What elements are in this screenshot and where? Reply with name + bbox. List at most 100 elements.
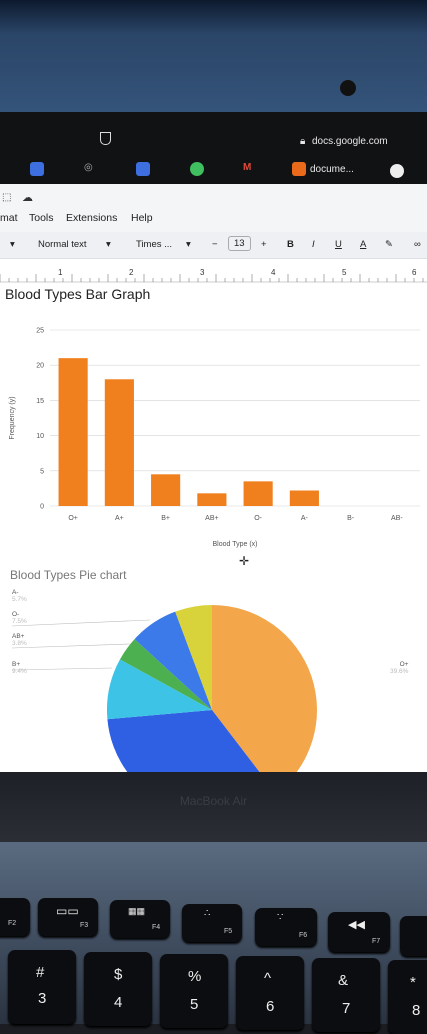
- f6-key[interactable]: ∵ F6: [255, 908, 317, 946]
- key-6[interactable]: ^ 6: [236, 956, 304, 1030]
- pie-label-pct: 5.7%: [12, 596, 27, 603]
- font-size-input[interactable]: 13: [228, 236, 251, 251]
- key-7[interactable]: & 7: [312, 958, 380, 1032]
- text-color-button[interactable]: A: [360, 239, 367, 250]
- bar-graph-heading[interactable]: Blood Types Bar Graph: [5, 286, 151, 302]
- key-8[interactable]: * 8: [388, 960, 427, 1034]
- laptop-bezel-bottom: [0, 772, 427, 842]
- zoom-dropdown-caret[interactable]: ▾: [10, 239, 15, 250]
- font-size-decrease-button[interactable]: −: [212, 239, 218, 250]
- pie-label-pct: 3.8%: [12, 640, 27, 647]
- x-tick-label: AB-: [391, 515, 403, 522]
- y-tick-label: 0: [40, 504, 44, 511]
- y-tick-label: 10: [36, 433, 44, 440]
- highlight-pen-icon[interactable]: ✎: [385, 239, 393, 250]
- bar-O+: [58, 358, 88, 506]
- font-size-increase-button[interactable]: +: [261, 239, 267, 250]
- f3-key[interactable]: ▭▭ F3: [38, 898, 98, 936]
- bar-B+: [151, 474, 181, 506]
- ruler-number: 1: [58, 268, 63, 277]
- ruler-ticks: [0, 274, 427, 283]
- bar-A+: [104, 379, 134, 506]
- address-url[interactable]: docs.google.com: [312, 136, 388, 147]
- pie-chart-heading[interactable]: Blood Types Pie chart: [10, 568, 127, 582]
- bar-A-: [289, 490, 319, 506]
- y-tick-label: 15: [36, 398, 44, 405]
- x-tick-label: O+: [68, 515, 78, 522]
- pie-label-b-pos: B+ 9.4%: [12, 661, 27, 675]
- key-4[interactable]: $ 4: [84, 952, 152, 1026]
- keyboard-bright-icon: ∵: [277, 912, 284, 923]
- cloud-icon[interactable]: ☁︎: [22, 192, 33, 204]
- bar-AB+: [197, 493, 227, 506]
- globe-tab-icon[interactable]: ◎: [84, 162, 93, 173]
- pie-label-name: B+: [12, 661, 21, 668]
- pie-leader-line: [11, 667, 113, 671]
- keyboard-dim-icon: ∴: [204, 908, 211, 919]
- key-3[interactable]: # 3: [8, 950, 76, 1024]
- f7-key[interactable]: ◀◀ F7: [328, 912, 390, 952]
- pie-label-a-neg: A- 5.7%: [12, 589, 27, 603]
- font-caret[interactable]: ▾: [186, 239, 191, 250]
- menu-extensions[interactable]: Extensions: [66, 212, 118, 224]
- new-tab-icon[interactable]: [390, 164, 404, 178]
- active-tab-label[interactable]: docume...: [310, 164, 354, 175]
- chat-tab-icon[interactable]: [190, 162, 204, 176]
- menu-tools[interactable]: Tools: [29, 212, 54, 224]
- bar-O-: [243, 481, 273, 506]
- key-5[interactable]: % 5: [160, 954, 228, 1028]
- pie-slice-AB+: [119, 639, 212, 710]
- shield-icon[interactable]: [100, 132, 111, 145]
- f4-key[interactable]: ▦▦ F4: [110, 900, 170, 938]
- move-icon[interactable]: ⬚: [2, 192, 12, 203]
- menu-help[interactable]: Help: [131, 212, 153, 224]
- keyboard-deck: F2 ▭▭ F3 ▦▦ F4 ∴ F5 ∵ F6 ◀◀ F7 # 3 $ 4 %…: [0, 842, 427, 1034]
- pie-slice-A+: [107, 710, 260, 772]
- medical-tab-icon[interactable]: [30, 162, 44, 176]
- pie-label-pct: 39.6%: [390, 668, 409, 675]
- underline-button[interactable]: U: [335, 239, 342, 250]
- pie-label-o-pos: O+ 39.6%: [390, 661, 408, 675]
- f8-key[interactable]: [400, 916, 427, 956]
- rewind-icon: ◀◀: [348, 919, 365, 931]
- pie-label-pct: 9.4%: [12, 668, 27, 675]
- x-tick-label: AB+: [205, 515, 218, 522]
- f2-key[interactable]: F2: [0, 898, 30, 936]
- pie-label-o-neg: O- 7.5%: [12, 611, 27, 625]
- ruler-number: 3: [200, 268, 205, 277]
- style-caret[interactable]: ▾: [106, 239, 111, 250]
- f5-key[interactable]: ∴ F5: [182, 904, 242, 942]
- font-dropdown[interactable]: Times ...: [136, 239, 173, 250]
- x-tick-label: B+: [161, 515, 170, 522]
- pie-label-ab-pos: AB+ 3.8%: [12, 633, 27, 647]
- y-tick-label: 20: [36, 363, 44, 370]
- laptop-bezel-top: [0, 0, 427, 112]
- menu-format[interactable]: mat: [0, 212, 18, 224]
- ruler-number: 4: [271, 268, 276, 277]
- x-axis-label: Blood Type (x): [212, 541, 257, 548]
- lock-icon: 🔒︎: [300, 136, 306, 147]
- pie-slice-O+: [212, 605, 317, 772]
- browser-chrome: 🔒︎ docs.google.com ◎ M docume...: [0, 112, 427, 184]
- x-tick-label: A-: [301, 515, 309, 522]
- launchpad-icon: ▦▦: [128, 906, 146, 916]
- webcam: [340, 80, 356, 96]
- medical-tab-icon-2[interactable]: [136, 162, 150, 176]
- pie-label-name: AB+: [12, 633, 25, 640]
- x-tick-label: O-: [254, 515, 262, 522]
- move-cursor-icon: ✛: [239, 554, 250, 568]
- pie-label-name: O+: [399, 661, 409, 668]
- laptop-brand-label: MacBook Air: [179, 794, 248, 808]
- y-tick-label: 5: [40, 468, 44, 475]
- style-dropdown[interactable]: Normal text: [38, 239, 87, 250]
- pie-slice-O-: [134, 611, 212, 710]
- document-page[interactable]: Blood Types Bar Graph 0 5 10 15 20 25 O+ A+ B+ A…: [0, 284, 427, 772]
- link-icon[interactable]: ∞: [414, 239, 421, 250]
- x-tick-label: B-: [347, 515, 355, 522]
- bold-button[interactable]: B: [287, 239, 294, 250]
- blood-types-pie-chart: [11, 605, 317, 772]
- pie-slice-A-: [175, 605, 212, 710]
- gmail-tab-icon[interactable]: M: [243, 162, 252, 173]
- docs-tab-icon[interactable]: [292, 162, 306, 176]
- italic-button[interactable]: I: [312, 239, 315, 250]
